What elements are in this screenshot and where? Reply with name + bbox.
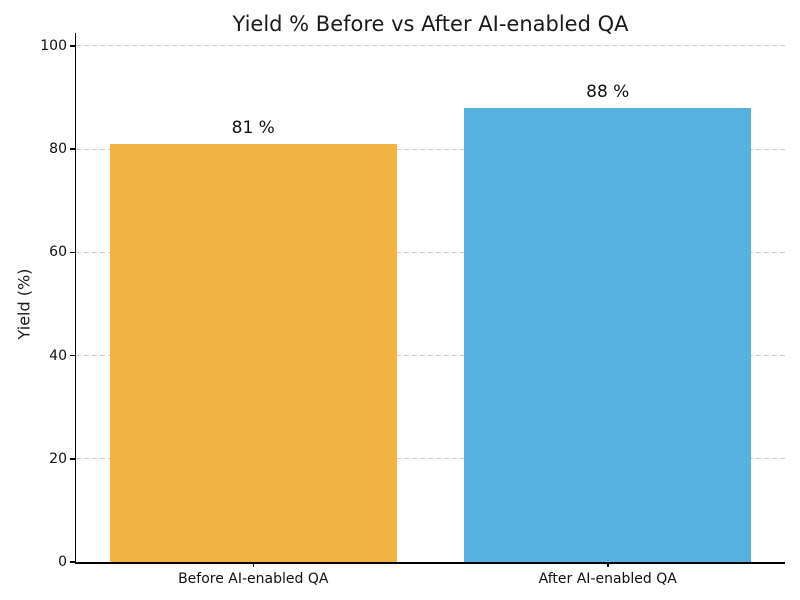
y-axis-label: Yield (%) [14, 268, 34, 340]
y-tick-label-20: 20 [49, 450, 67, 467]
chart-title: Yield % Before vs After AI-enabled QA [232, 12, 629, 36]
x-tickmark-1 [252, 562, 254, 567]
y-tick-label-0: 0 [58, 554, 67, 570]
y-tickmark-0 [70, 561, 76, 563]
y-tick-label-40: 40 [49, 347, 67, 364]
bar-1 [109, 143, 397, 562]
gridline-y60 [76, 251, 785, 253]
bar-value-label-2: 88 % [586, 81, 630, 102]
y-tickmark-100 [70, 45, 76, 47]
y-tickmark-40 [70, 354, 76, 357]
bar-2 [464, 107, 752, 562]
bottom-spine [74, 562, 785, 564]
y-tick-label-80: 80 [49, 141, 67, 158]
x-tickmark-2 [607, 562, 609, 567]
y-tickmark-60 [70, 251, 76, 254]
y-tickmark-20 [70, 458, 76, 460]
bar-value-label-1: 81 % [231, 117, 275, 138]
y-tick-label-100: 100 [40, 37, 67, 54]
gridline-y40 [76, 355, 785, 357]
x-tick-label-1: Before AI-enabled QA [178, 571, 329, 587]
plot-area [76, 33, 785, 562]
x-tick-label-2: After AI-enabled QA [538, 571, 677, 587]
y-tick-label-60: 60 [49, 244, 67, 261]
gridline-y20 [76, 458, 785, 460]
left-spine [74, 33, 76, 564]
gridline-y80 [76, 148, 785, 150]
y-tickmark-80 [70, 148, 76, 150]
gridline-y100 [76, 45, 785, 47]
